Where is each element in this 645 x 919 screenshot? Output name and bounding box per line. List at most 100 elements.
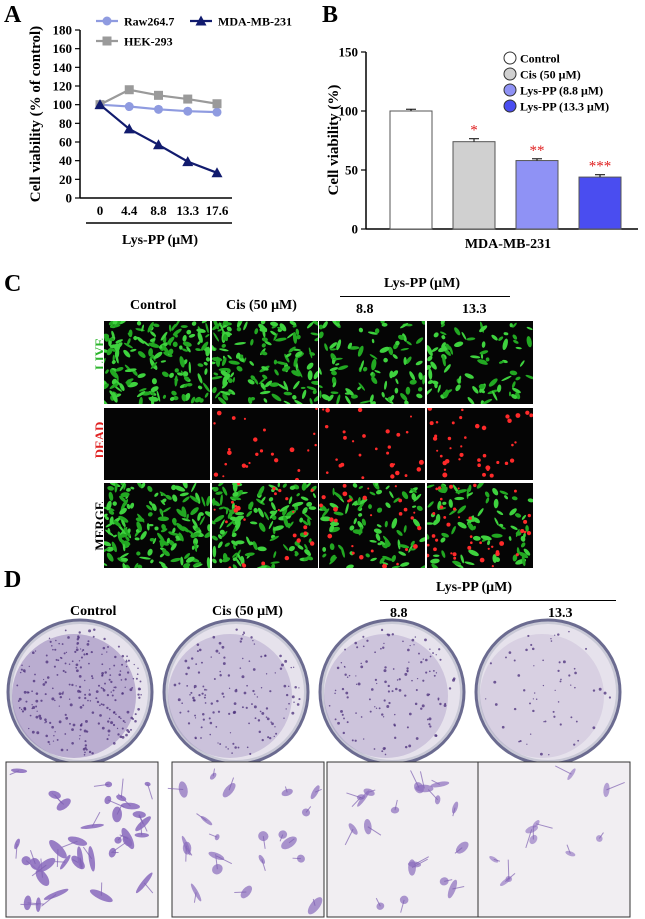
cell-process bbox=[419, 771, 425, 789]
chart-a-point bbox=[124, 85, 134, 95]
colony-dot bbox=[121, 692, 124, 695]
panel-c-micrograph bbox=[318, 320, 426, 405]
colony-dot bbox=[196, 650, 199, 653]
colony-dot bbox=[261, 711, 265, 715]
colony-dot bbox=[34, 673, 36, 676]
chart-a-y-tick-label: 20 bbox=[59, 172, 72, 187]
colony-dot bbox=[121, 654, 125, 658]
colony-dot bbox=[126, 671, 130, 674]
colony-dot bbox=[84, 693, 87, 696]
colony-dot bbox=[61, 643, 64, 645]
colony-dot bbox=[202, 718, 205, 721]
cell-process bbox=[79, 857, 82, 868]
panel-d-images bbox=[5, 618, 631, 918]
colony-dot bbox=[215, 649, 219, 653]
colony-dot bbox=[411, 638, 415, 642]
colony-dot bbox=[132, 678, 135, 680]
colony-dot bbox=[52, 740, 55, 742]
colony-dot bbox=[111, 694, 114, 697]
colony-dot bbox=[265, 673, 268, 675]
colony-dot bbox=[44, 681, 48, 684]
colony-dot bbox=[348, 674, 351, 677]
colony-dot bbox=[360, 716, 363, 718]
colony-dot bbox=[108, 717, 111, 720]
colony-dot bbox=[31, 651, 35, 654]
colony-dot bbox=[285, 708, 287, 710]
chart-a-point bbox=[183, 94, 193, 104]
colony-dot bbox=[384, 753, 387, 756]
cell-process bbox=[507, 859, 510, 880]
colony-dot bbox=[374, 651, 376, 654]
colony-dot bbox=[71, 660, 74, 663]
colony-dot bbox=[85, 748, 88, 751]
colony-dot bbox=[204, 694, 207, 696]
colony-dot bbox=[137, 693, 140, 696]
petri-dish-stain bbox=[324, 634, 448, 758]
colony-dot bbox=[494, 703, 498, 706]
colony-dot bbox=[542, 684, 545, 687]
panel-d-crystal-violet: Control Cis (50 μM) Lys-PP (μM) 8.8 13.3 bbox=[0, 570, 645, 919]
chart-b-legend-swatch bbox=[503, 83, 517, 97]
panel-b-letter: B bbox=[322, 2, 339, 28]
colony-dot bbox=[115, 713, 117, 715]
cell-process bbox=[312, 898, 316, 906]
colony-dot bbox=[428, 717, 432, 721]
colony-dot bbox=[62, 669, 65, 673]
colony-dot bbox=[373, 748, 376, 750]
colony-dot bbox=[28, 665, 30, 668]
chart-b-y-tick-label: 0 bbox=[352, 222, 359, 237]
colony-dot bbox=[198, 648, 202, 652]
colony-dot bbox=[404, 672, 408, 676]
colony-dot bbox=[414, 636, 417, 638]
cell-process bbox=[138, 815, 144, 824]
colony-dot bbox=[84, 744, 88, 747]
colony-dot bbox=[179, 711, 182, 714]
chart-a-y-tick-label: 40 bbox=[59, 153, 72, 168]
chart-a-x-tick-label: 8.8 bbox=[150, 203, 167, 218]
colony-dot bbox=[407, 648, 410, 652]
cell-process bbox=[216, 855, 233, 865]
colony-dot bbox=[290, 666, 292, 669]
colony-dot bbox=[80, 722, 83, 725]
colony-dot bbox=[391, 690, 394, 693]
colony-dot bbox=[112, 723, 116, 727]
panel-d-group-line bbox=[380, 600, 616, 601]
colony-dot bbox=[328, 704, 331, 707]
colony-dot bbox=[402, 640, 404, 643]
colony-dot bbox=[575, 720, 578, 723]
colony-dot bbox=[76, 643, 78, 645]
colony-dot bbox=[118, 715, 121, 719]
colony-dot bbox=[376, 682, 378, 685]
colony-dot bbox=[78, 675, 82, 678]
colony-dot bbox=[116, 727, 119, 730]
chart-a-x-tick-label: 17.6 bbox=[206, 203, 229, 218]
panel-c-micrograph bbox=[318, 407, 426, 481]
colony-dot bbox=[208, 717, 211, 720]
colony-dot bbox=[354, 641, 358, 645]
chart-a-legend-marker bbox=[195, 15, 207, 26]
colony-dot bbox=[24, 671, 26, 673]
colony-dot bbox=[529, 733, 532, 735]
colony-dot bbox=[213, 678, 216, 681]
colony-dot bbox=[124, 686, 126, 689]
colony-dot bbox=[258, 730, 261, 734]
colony-dot bbox=[382, 747, 386, 751]
colony-dot bbox=[64, 671, 67, 674]
chart-b-legend-swatch bbox=[503, 99, 517, 113]
stained-cell bbox=[434, 795, 441, 805]
panel-c-micrograph bbox=[211, 320, 319, 405]
colony-dot bbox=[113, 664, 116, 667]
colony-dot bbox=[59, 656, 62, 659]
colony-dot bbox=[121, 727, 124, 730]
colony-dot bbox=[291, 695, 295, 699]
cell-process bbox=[212, 768, 216, 777]
chart-a-x-tick-label: 13.3 bbox=[176, 203, 199, 218]
colony-dot bbox=[235, 628, 238, 631]
colony-dot bbox=[355, 712, 357, 714]
colony-dot bbox=[135, 677, 138, 680]
colony-dot bbox=[355, 683, 358, 685]
colony-dot bbox=[384, 680, 387, 684]
colony-dot bbox=[184, 659, 188, 663]
cell-process bbox=[262, 836, 266, 849]
panel-d-group-label: Lys-PP (μM) bbox=[436, 580, 512, 595]
